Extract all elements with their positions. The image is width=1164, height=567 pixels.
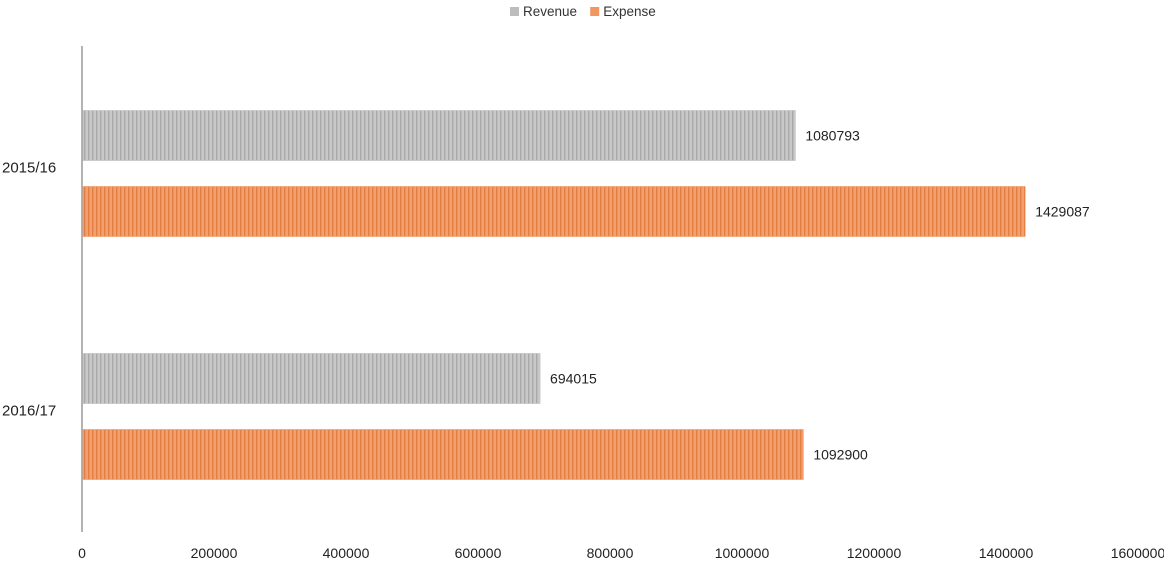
legend-swatch-revenue: [510, 7, 519, 16]
y-category-label: 2015/16: [2, 160, 56, 177]
data-label: 694015: [550, 371, 597, 387]
legend: Revenue Expense: [510, 4, 656, 19]
x-tick-label: 1400000: [979, 545, 1034, 561]
x-tick-label: 400000: [323, 545, 370, 561]
data-label: 1080793: [805, 128, 860, 144]
x-tick-label: 600000: [455, 545, 502, 561]
bar-revenue-2015-16: [83, 111, 795, 161]
x-tick-label: 0: [78, 545, 86, 561]
data-label: 1092900: [813, 447, 868, 463]
x-tick-label: 1600000: [1111, 545, 1164, 561]
bar-expense-2016-17: [83, 430, 803, 480]
x-tick-label: 1200000: [847, 545, 902, 561]
x-tick-label: 800000: [587, 545, 634, 561]
legend-label-expense: Expense: [603, 4, 656, 19]
legend-swatch-expense: [590, 7, 599, 16]
bar-revenue-2016-17: [83, 354, 540, 404]
data-label: 1429087: [1035, 204, 1090, 220]
bar-expense-2015-16: [83, 187, 1025, 237]
y-axis-categories: 2015/16 2016/17: [2, 160, 56, 420]
y-category-label: 2016/17: [2, 403, 56, 420]
x-tick-label: 1000000: [715, 545, 770, 561]
x-axis-ticks: 0 200000 400000 600000 800000 1000000 1200000 1…: [78, 545, 1164, 561]
legend-label-revenue: Revenue: [523, 4, 577, 19]
x-tick-label: 200000: [191, 545, 238, 561]
bars: 1080793 1429087 694015 1092900: [83, 111, 1090, 480]
